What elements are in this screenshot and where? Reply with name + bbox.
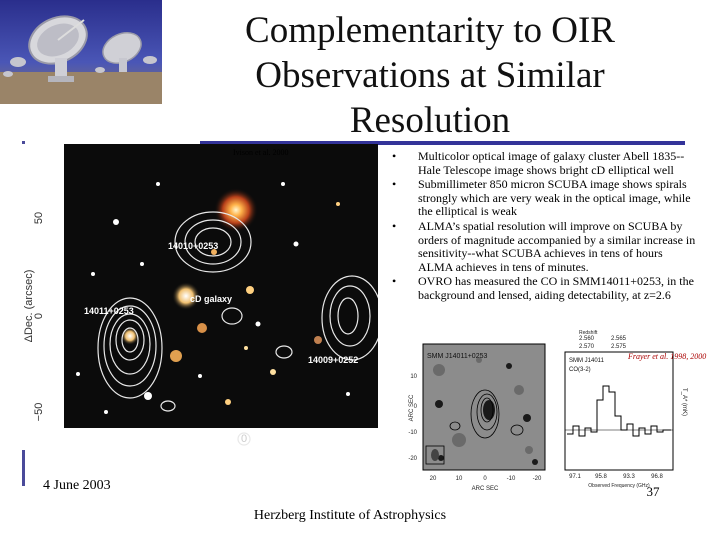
beam-box: [425, 445, 445, 465]
bullet-text: OVRO has measured the CO in SMM14011+025…: [418, 274, 694, 302]
map-x-tick: -20: [533, 476, 542, 482]
slide-title: Complementarity to OIR Observations at S…: [200, 8, 660, 143]
alma-antenna-logo: [0, 0, 162, 104]
spectrum-x-tick: 97.1: [569, 474, 581, 480]
bullet-glyph: •: [392, 218, 397, 233]
title-line: Resolution: [349, 100, 511, 141]
map-panel-label: SMM J14011+0253: [427, 353, 487, 360]
y-tick-label: 50: [33, 212, 45, 224]
field-galaxies: [76, 182, 350, 414]
map-x-tick: 0: [483, 476, 487, 482]
spectrum-title: SMM J14011: [569, 358, 605, 364]
image-credit-frayer: Frayer et al. 1998, 2000: [628, 352, 707, 361]
bullet-item: • ALMA’s spatial resolution will improve …: [390, 218, 696, 274]
title-underline: [200, 141, 685, 145]
title-line: Complementarity to OIR: [245, 10, 615, 51]
spectrum-ylabel: T_A* (mK): [681, 388, 687, 416]
slide-date: 4 June 2003: [43, 478, 111, 493]
bullet-text: Submillimeter 850 micron SCUBA image sho…: [418, 177, 691, 219]
spectrum-panel: [564, 351, 674, 471]
object-label: cD galaxy: [190, 294, 232, 304]
bullet-text: ALMA’s spatial resolution will improve o…: [418, 218, 696, 274]
ovro-co-map-and-spectrum: SMM J14011+0253 2.560 2.565 2.570 2.575 …: [379, 330, 717, 498]
ra-tick-label: 2.560: [579, 336, 595, 342]
bullet-list: • Multicolor optical image of galaxy clus…: [390, 149, 696, 304]
spectrum-line: CO(3-2): [569, 367, 591, 373]
map-y-axis-label: ARC SEC: [409, 394, 415, 421]
bullet-glyph: •: [392, 177, 397, 192]
redshift-label: Redshift: [579, 330, 598, 336]
bullet-item: • Submillimeter 850 micron SCUBA image sh…: [390, 177, 696, 219]
spectrum-xlabel: Observed Frequency (GHz): [588, 483, 650, 489]
beam-ellipse: [431, 449, 439, 461]
ra-tick-label: 2.575: [611, 344, 627, 350]
map-y-tick: 0: [414, 404, 418, 410]
spectrum-x-tick: 96.8: [651, 474, 663, 480]
spectrum-x-tick: 95.8: [595, 474, 607, 480]
ra-tick-label: 2.565: [611, 336, 627, 342]
map-x-tick: 20: [430, 476, 437, 482]
image-credit-ivison: Ivison et al. 2000: [233, 148, 289, 157]
page-number: 37: [646, 484, 660, 499]
bullet-text: Multicolor optical image of galaxy clust…: [418, 149, 685, 177]
map-y-tick: -20: [408, 456, 417, 462]
object-label: 14009+0252: [308, 355, 358, 365]
map-y-tick: -10: [408, 430, 417, 436]
bullet-glyph: •: [392, 274, 397, 289]
object-label: 14011+0253: [84, 306, 134, 316]
ra-tick-label: 2.570: [579, 344, 595, 350]
object-label: 14010+0253: [168, 241, 218, 251]
x-tick-label: 0: [241, 433, 247, 445]
scuba-contours: [97, 211, 378, 446]
map-y-tick: 10: [410, 374, 417, 380]
co-contours: [449, 389, 524, 439]
bullet-item: • Multicolor optical image of galaxy clus…: [390, 149, 696, 177]
spectrum-x-tick: 93.3: [623, 474, 635, 480]
bullet-item: • OVRO has measured the CO in SMM14011+02…: [390, 275, 696, 302]
y-axis-label: ΔDec. (arcsec): [23, 270, 35, 343]
map-x-axis-label: ARC SEC: [472, 486, 499, 492]
y-tick-label: −50: [33, 403, 45, 422]
map-x-tick: 10: [456, 476, 463, 482]
title-line: Observations at Similar: [255, 55, 605, 96]
abell-1835-optical-submm-image: 14010+0253 cD galaxy 14011+0253 14009+02…: [18, 144, 378, 450]
y-tick-label: 0: [33, 313, 45, 319]
antenna-dish-icon: [28, 15, 88, 82]
antenna-dish-icon: [102, 32, 142, 72]
bullet-glyph: •: [392, 149, 397, 163]
map-x-tick: -10: [507, 476, 516, 482]
co-spectrum-trace: [567, 385, 671, 437]
slide-footer: Herzberg Institute of Astrophysics: [253, 508, 447, 523]
